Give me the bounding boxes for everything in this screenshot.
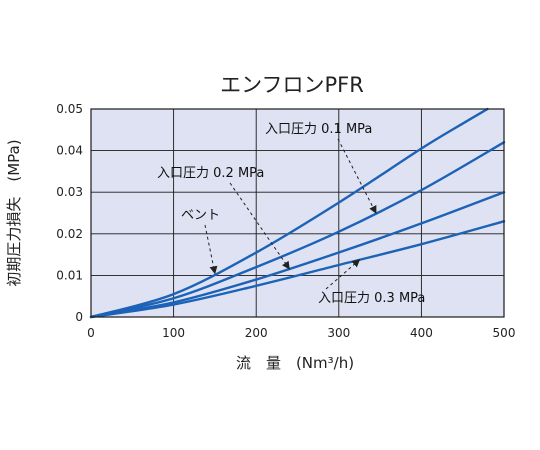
x-tick-label: 500 <box>493 326 516 340</box>
x-axis-label: 流 量 (Nm³/h) <box>236 354 354 372</box>
x-tick-label: 0 <box>87 326 95 340</box>
series-line-0 <box>89 107 489 319</box>
y-tick-label: 0.02 <box>56 227 83 241</box>
annotation-label: 入口圧力 0.3 MPa <box>318 291 425 306</box>
annotation-label: 入口圧力 0.1 MPa <box>265 122 372 137</box>
y-tick-label: 0.04 <box>56 144 83 158</box>
chart-title: エンフロンPFR <box>220 73 364 97</box>
x-tick-label: 100 <box>162 326 185 340</box>
y-tick-labels: 0 0.01 0.02 0.03 0.04 0.05 <box>56 102 83 324</box>
x-tick-label: 200 <box>245 326 268 340</box>
x-tick-label: 300 <box>327 326 350 340</box>
y-tick-label: 0 <box>75 310 83 324</box>
y-tick-label: 0.05 <box>56 102 83 116</box>
x-tick-label: 400 <box>410 326 433 340</box>
plot-area <box>91 109 504 317</box>
annotation-label: 入口圧力 0.2 MPa <box>157 166 264 181</box>
series-line-3 <box>89 220 506 319</box>
annotation-arrow <box>337 138 377 214</box>
y-tick-label: 0.01 <box>56 268 83 282</box>
series-layer <box>89 107 506 319</box>
annotation-arrow <box>204 224 218 275</box>
y-tick-label: 0.03 <box>56 185 83 199</box>
x-tick-labels: 0 100 200 300 400 500 <box>87 326 515 340</box>
series-line-1 <box>89 141 506 319</box>
series-line-2 <box>89 191 506 319</box>
y-axis-label: 初期圧力損失 (MPa) <box>5 139 23 286</box>
plot-frame <box>90 108 505 318</box>
annotation-arrow <box>229 182 290 270</box>
annotation-label: ベント <box>181 208 220 223</box>
annotation-arrow <box>325 259 361 290</box>
